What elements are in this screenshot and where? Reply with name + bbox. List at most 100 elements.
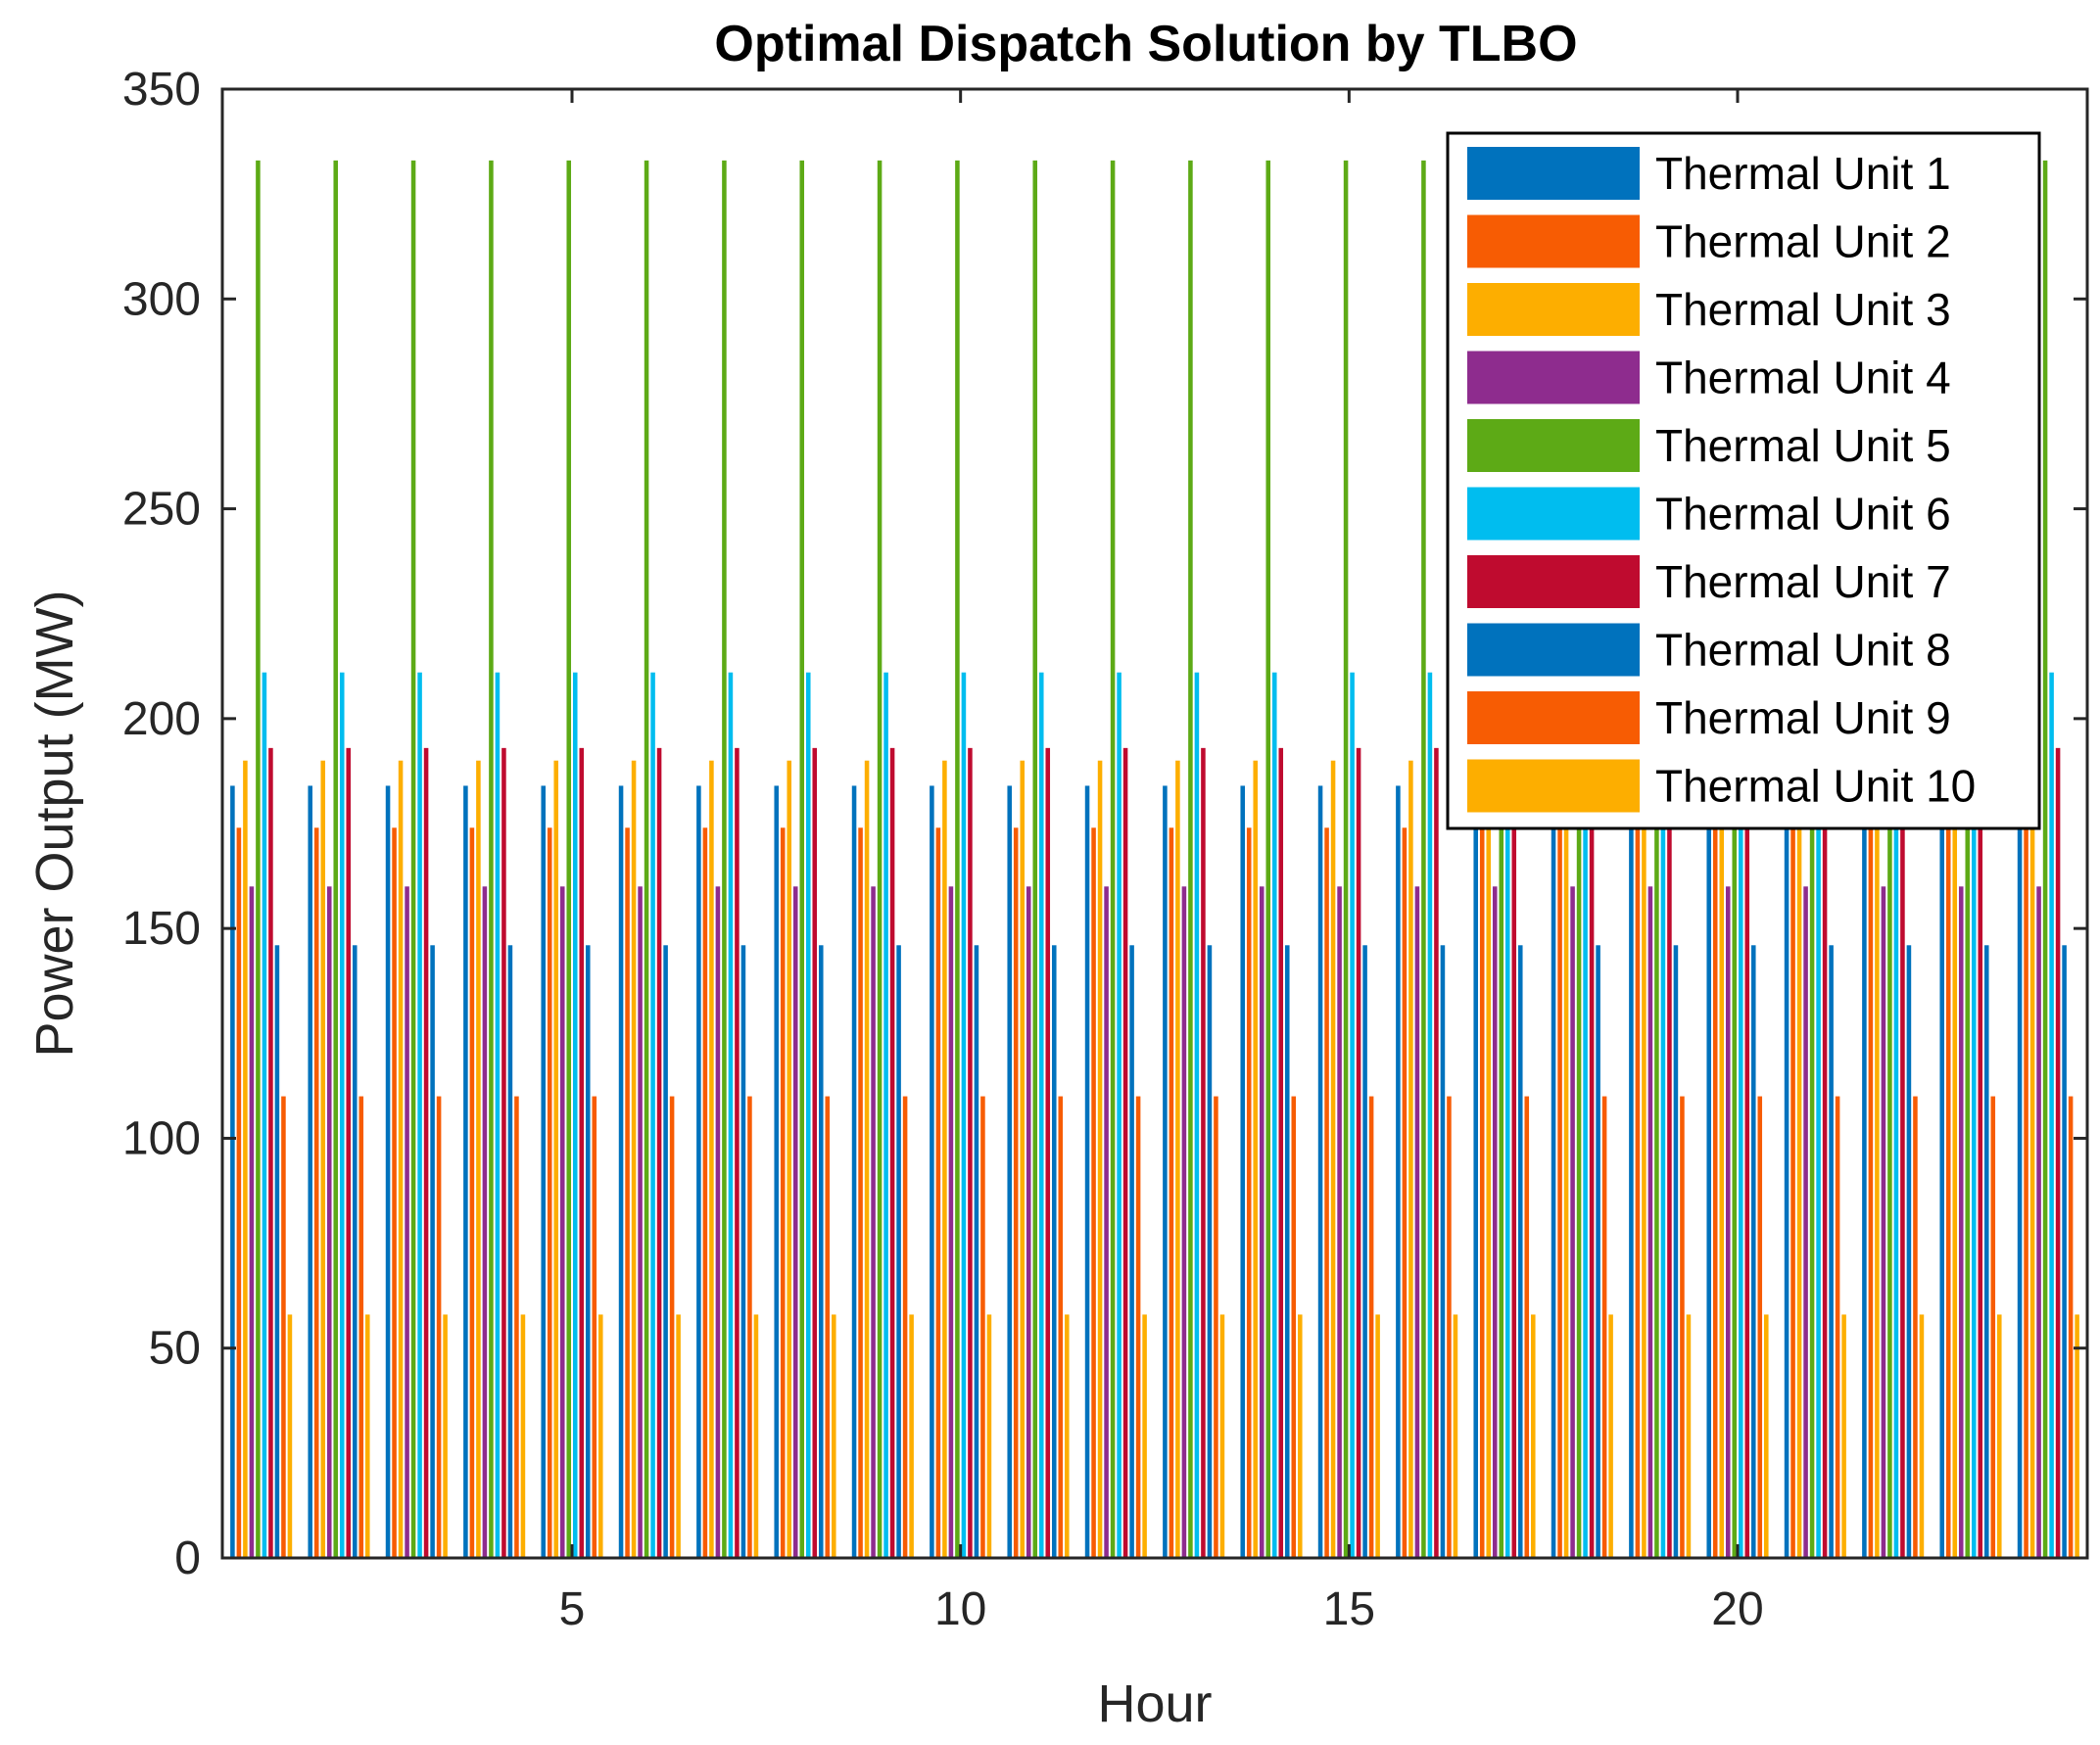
bar-unit-5-hour-12	[1110, 160, 1116, 1559]
bar-unit-5-hour-19	[1654, 160, 1659, 1559]
bar-unit-2-hour-23	[1945, 827, 1951, 1558]
bar-unit-4-hour-23	[1958, 886, 1964, 1558]
bar-unit-9-hour-21	[1835, 1096, 1840, 1558]
bar-unit-5-hour-9	[877, 160, 883, 1559]
legend-swatch-unit-1	[1467, 147, 1640, 200]
bar-unit-9-hour-3	[436, 1096, 442, 1558]
bar-unit-2-hour-24	[2024, 827, 2028, 1558]
bar-unit-8-hour-12	[1129, 945, 1134, 1558]
bar-unit-9-hour-14	[1291, 1096, 1297, 1558]
bar-unit-3-hour-16	[1408, 760, 1413, 1558]
y-tick-label: 350	[122, 64, 201, 116]
bar-unit-2-hour-7	[702, 827, 708, 1558]
bar-unit-5-hour-10	[955, 160, 960, 1559]
bar-unit-5-hour-21	[1809, 160, 1815, 1559]
bar-unit-8-hour-15	[1362, 945, 1367, 1558]
bar-unit-4-hour-18	[1570, 886, 1575, 1558]
bar-unit-5-hour-4	[489, 160, 494, 1559]
bar-unit-1-hour-16	[1396, 785, 1401, 1558]
legend-swatch-unit-10	[1467, 759, 1640, 813]
bar-unit-8-hour-13	[1207, 945, 1213, 1558]
bar-unit-6-hour-23	[1971, 672, 1977, 1558]
bar-unit-8-hour-20	[1750, 945, 1756, 1558]
bar-unit-7-hour-16	[1434, 747, 1439, 1558]
bar-unit-6-hour-6	[650, 672, 655, 1558]
bar-unit-5-hour-7	[722, 160, 727, 1559]
bar-unit-3-hour-23	[1952, 760, 1958, 1558]
bar-unit-3-hour-1	[243, 760, 248, 1558]
bar-unit-1-hour-18	[1551, 785, 1556, 1558]
bar-unit-4-hour-2	[326, 886, 332, 1558]
bar-unit-7-hour-10	[968, 747, 973, 1558]
bar-unit-6-hour-5	[572, 672, 578, 1558]
legend-label-unit-9: Thermal Unit 9	[1655, 692, 1951, 743]
bar-unit-9-hour-18	[1601, 1096, 1607, 1558]
bar-unit-10-hour-24	[2075, 1314, 2079, 1558]
bar-unit-7-hour-4	[501, 747, 506, 1558]
bar-unit-9-hour-4	[514, 1096, 519, 1558]
bar-unit-4-hour-10	[948, 886, 954, 1558]
bar-unit-8-hour-6	[663, 945, 668, 1558]
bar-unit-2-hour-5	[547, 827, 552, 1558]
bar-unit-10-hour-9	[909, 1314, 914, 1558]
legend-label-unit-2: Thermal Unit 2	[1655, 216, 1951, 267]
legend-swatch-unit-2	[1467, 214, 1640, 268]
bar-unit-3-hour-2	[320, 760, 326, 1558]
bar-unit-9-hour-15	[1368, 1096, 1374, 1558]
bar-unit-10-hour-5	[598, 1314, 603, 1558]
bar-unit-4-hour-15	[1337, 886, 1342, 1558]
bar-unit-1-hour-12	[1084, 785, 1090, 1558]
bar-unit-6-hour-13	[1194, 672, 1200, 1558]
legend-label-unit-6: Thermal Unit 6	[1655, 489, 1951, 540]
bar-unit-2-hour-14	[1246, 827, 1252, 1558]
bar-unit-3-hour-11	[1020, 760, 1026, 1558]
bar-unit-8-hour-9	[896, 945, 901, 1558]
bar-unit-5-hour-11	[1032, 160, 1038, 1559]
bar-unit-6-hour-11	[1038, 672, 1044, 1558]
bar-unit-1-hour-21	[1784, 785, 1790, 1558]
bar-unit-4-hour-19	[1647, 886, 1653, 1558]
bar-unit-2-hour-3	[392, 827, 397, 1558]
bar-unit-8-hour-2	[352, 945, 358, 1558]
bar-unit-5-hour-1	[256, 160, 261, 1559]
bar-unit-1-hour-24	[2017, 785, 2023, 1558]
bar-unit-1-hour-2	[308, 785, 312, 1558]
bar-unit-6-hour-18	[1583, 672, 1588, 1558]
bar-unit-5-hour-2	[333, 160, 339, 1559]
bar-unit-1-hour-3	[385, 785, 391, 1558]
legend-swatch-unit-9	[1467, 691, 1640, 744]
bar-unit-8-hour-8	[818, 945, 824, 1558]
bar-unit-3-hour-14	[1253, 760, 1259, 1558]
bar-unit-2-hour-21	[1790, 827, 1795, 1558]
bar-unit-3-hour-17	[1486, 760, 1492, 1558]
bar-unit-1-hour-11	[1007, 785, 1012, 1558]
axes-box	[220, 87, 2089, 1560]
bar-unit-8-hour-23	[1983, 945, 1989, 1558]
bar-unit-5-hour-14	[1265, 160, 1271, 1559]
bar-unit-2-hour-2	[313, 827, 319, 1558]
bar-unit-3-hour-15	[1330, 760, 1336, 1558]
bar-unit-2-hour-9	[858, 827, 863, 1558]
bar-unit-7-hour-22	[1900, 747, 1905, 1558]
bar-unit-2-hour-19	[1635, 827, 1641, 1558]
bar-unit-3-hour-3	[398, 760, 404, 1558]
bar-unit-7-hour-23	[1978, 747, 1983, 1558]
bar-unit-4-hour-16	[1414, 886, 1420, 1558]
bar-unit-8-hour-18	[1596, 945, 1600, 1558]
y-tick-label: 50	[149, 1323, 201, 1375]
bar-unit-7-hour-19	[1667, 747, 1672, 1558]
bar-unit-3-hour-7	[709, 760, 714, 1558]
bar-unit-2-hour-8	[780, 827, 786, 1558]
legend-swatch-unit-4	[1467, 351, 1640, 404]
bar-unit-9-hour-22	[1913, 1096, 1918, 1558]
bar-unit-6-hour-1	[262, 672, 267, 1558]
bar-unit-2-hour-15	[1324, 827, 1329, 1558]
bar-unit-3-hour-5	[553, 760, 559, 1558]
ticks-layer: 0 50 100 150 200 250 300 350 5 10 15 20	[122, 64, 2087, 1635]
bar-unit-10-hour-22	[1919, 1314, 1925, 1558]
bar-unit-4-hour-1	[249, 886, 255, 1558]
bar-unit-6-hour-7	[728, 672, 734, 1558]
bar-unit-5-hour-6	[644, 160, 649, 1559]
bar-unit-6-hour-3	[417, 672, 422, 1558]
legend-label-unit-4: Thermal Unit 4	[1655, 353, 1951, 403]
